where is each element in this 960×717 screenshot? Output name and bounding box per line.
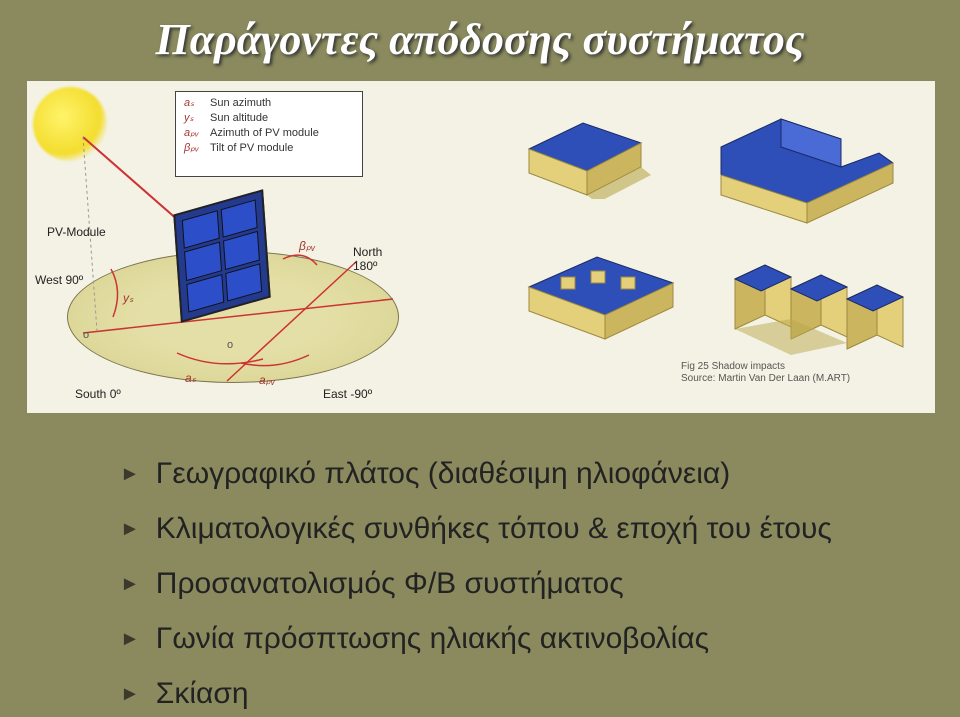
ys-label: yₛ bbox=[123, 291, 133, 305]
slide-title: Παράγοντες απόδοσης συστήματος bbox=[0, 14, 960, 65]
figure-caption: Fig 25 Shadow impacts Source: Martin Van… bbox=[681, 361, 850, 385]
right-figure: Fig 25 Shadow impacts Source: Martin Van… bbox=[481, 81, 935, 413]
list-item: Προσανατολισμός Φ/Β συστήματος bbox=[120, 566, 832, 605]
east-label: East -90º bbox=[323, 387, 372, 401]
list-item: Γεωγραφικό πλάτος (διαθέσιμη ηλιοφάνεια) bbox=[120, 456, 832, 495]
south-label: South 0º bbox=[75, 387, 121, 401]
apv-label: aₚᵥ bbox=[259, 373, 275, 387]
o-label-1: o bbox=[83, 329, 89, 341]
building-3 bbox=[517, 239, 687, 349]
pv-module-label: PV-Module bbox=[47, 225, 106, 239]
as-label: aₛ bbox=[185, 371, 196, 385]
list-item: Σκίαση bbox=[120, 676, 832, 715]
list-item: Κλιματολογικές συνθήκες τόπου & εποχή το… bbox=[120, 511, 832, 550]
bullet-list: Γεωγραφικό πλάτος (διαθέσιμη ηλιοφάνεια)… bbox=[80, 456, 832, 717]
west-label: West 90º bbox=[35, 273, 83, 287]
building-1 bbox=[521, 109, 651, 199]
north-label: North 180º bbox=[353, 245, 382, 273]
left-figure: aₛSun azimuth yₛSun altitude aₚᵥAzimuth … bbox=[27, 81, 481, 413]
list-item: Γωνία πρόσπτωσης ηλιακής ακτινοβολίας bbox=[120, 621, 832, 660]
pv-module bbox=[177, 201, 287, 321]
building-2 bbox=[711, 97, 901, 227]
building-4 bbox=[721, 235, 911, 375]
beta-pv-label: βₚᵥ bbox=[299, 239, 315, 253]
figures-panel: aₛSun azimuth yₛSun altitude aₚᵥAzimuth … bbox=[26, 80, 936, 414]
o-label-2: o bbox=[227, 339, 233, 351]
